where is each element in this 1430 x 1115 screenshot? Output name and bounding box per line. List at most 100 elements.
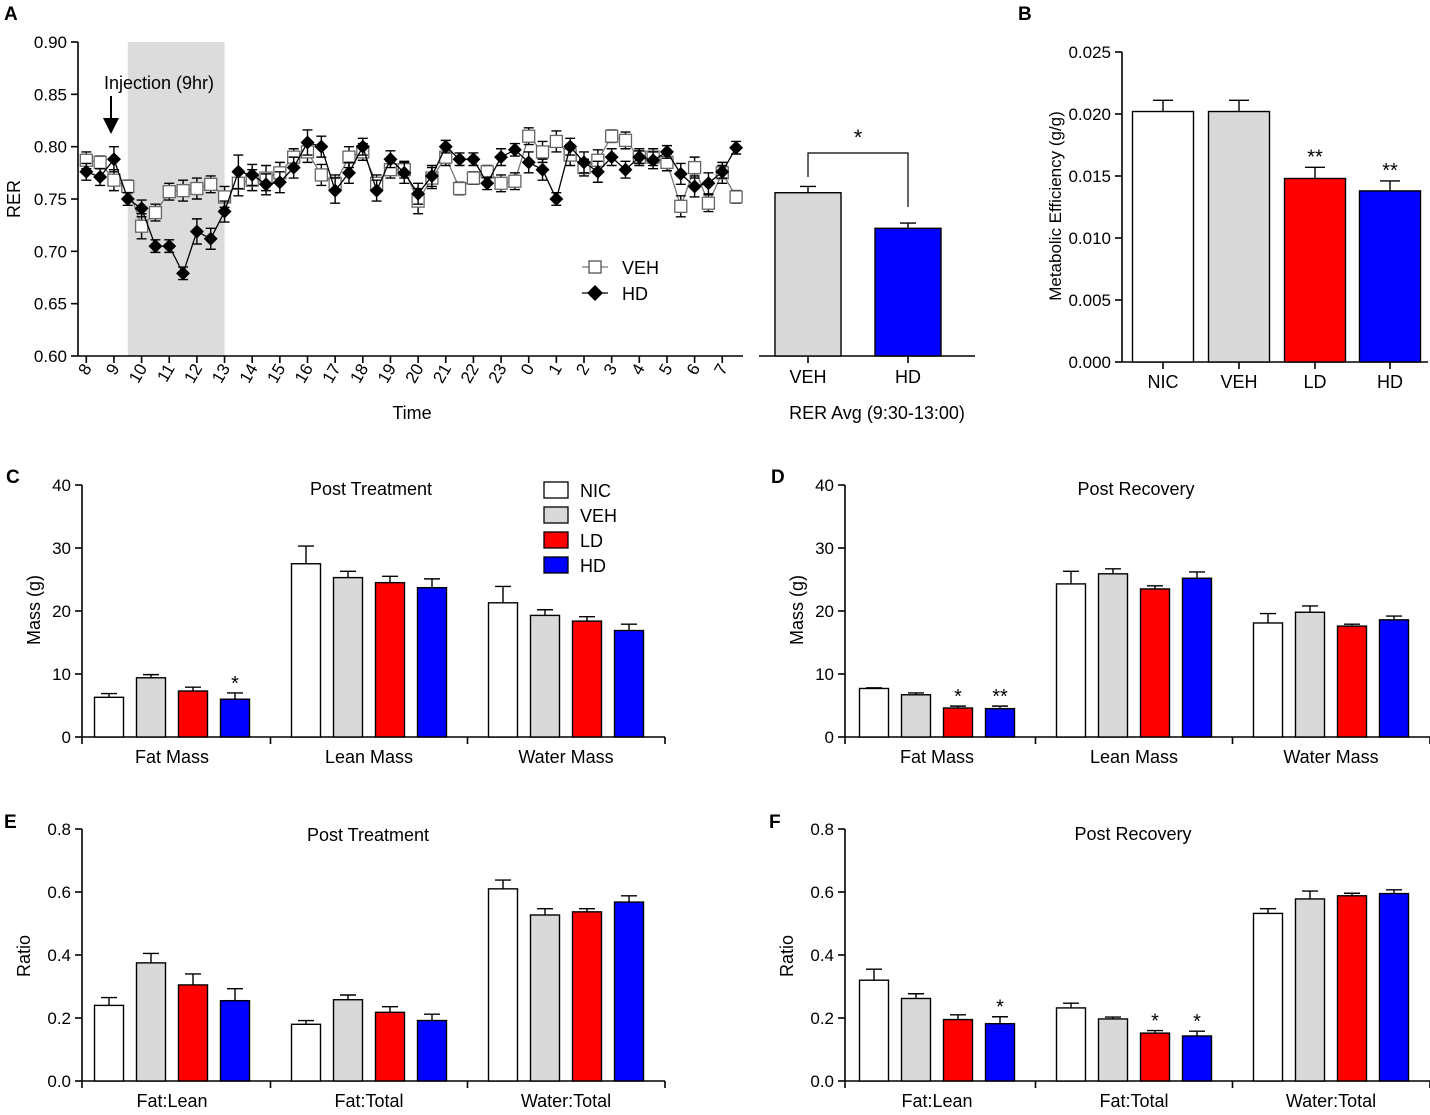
x-tick-label: 13: [208, 361, 234, 387]
y-tick-label: 0.70: [34, 242, 67, 261]
legend-label: VEH: [622, 258, 659, 278]
x-tick-label: 1: [545, 361, 566, 379]
data-point-hd: [535, 162, 550, 177]
bar-veh: [529, 914, 561, 1082]
bar-ld: [571, 620, 603, 738]
error-bar: [1302, 890, 1318, 899]
error-bar: [495, 879, 511, 889]
data-point-hd: [300, 135, 315, 150]
data-point-hd: [729, 140, 744, 155]
error-bar: [1305, 166, 1325, 179]
data-point-hd: [411, 186, 426, 201]
data-point-hd: [134, 201, 149, 216]
chart-title: Post Recovery: [1077, 479, 1194, 499]
y-tick-label: 40: [52, 476, 71, 495]
data-point-hd: [272, 175, 287, 190]
bar-veh: [135, 677, 167, 738]
y-tick-label: 0.015: [1068, 167, 1111, 186]
x-tick-label: LD: [1303, 372, 1326, 392]
x-tick-label: 14: [236, 361, 262, 387]
y-tick-label: 0.80: [34, 138, 67, 157]
bar-nic: [1252, 912, 1284, 1082]
open-square-icon: [588, 260, 602, 274]
error-bar: [143, 673, 159, 678]
legend: NIC VEH LD HD: [543, 481, 617, 576]
data-point-veh: [190, 181, 204, 196]
error-bar: [1386, 889, 1402, 894]
y-tick-label: 0.65: [34, 295, 67, 314]
y-tick-label: 0.60: [34, 347, 67, 366]
bar-hd: [874, 227, 942, 357]
data-point-veh: [93, 155, 107, 170]
significance-star: **: [1382, 160, 1398, 182]
x-tick-label: Water:Total: [1286, 1091, 1376, 1111]
x-tick-label: 18: [346, 361, 372, 387]
data-point-hd: [286, 160, 301, 175]
error-bar: [1380, 180, 1400, 191]
legend-swatch: [543, 556, 569, 574]
x-tick-label: 15: [263, 361, 289, 387]
error-bar: [227, 692, 243, 700]
y-tick-label: 0.85: [34, 85, 67, 104]
legend-swatch: [543, 481, 569, 499]
data-point-hd: [480, 176, 495, 191]
error-bar: [143, 952, 159, 963]
significance-star: *: [996, 997, 1004, 1019]
error-bar: [185, 973, 201, 985]
error-bar: [298, 1019, 314, 1025]
data-point-hd: [673, 166, 688, 181]
panel-label-d: D: [771, 467, 785, 488]
data-point-hd: [507, 142, 522, 157]
rer-average-axis-label: RER Avg (9:30-13:00): [789, 403, 965, 423]
x-tick-label: HD: [1377, 372, 1403, 392]
legend: VEH HD: [582, 258, 659, 304]
x-tick-label: 9: [102, 361, 123, 379]
error-bar: [1260, 907, 1276, 914]
bar-veh: [529, 614, 561, 738]
legend-label: VEH: [580, 506, 617, 526]
x-tick-label: HD: [895, 367, 921, 387]
data-point-hd: [217, 204, 232, 219]
legend-swatch: [543, 506, 569, 524]
bar-ld: [1336, 895, 1368, 1082]
x-tick-label: 8: [75, 361, 96, 379]
bar-veh: [774, 192, 842, 357]
data-point-veh: [107, 173, 121, 187]
panel-f-post-recovery-ratio: Post Recovery Ratio 0.0 0.2 0.4 0.6 0.8 Fat:L…: [777, 820, 1430, 1111]
significance-star: *: [954, 686, 962, 708]
x-tick-label: 11: [153, 361, 178, 386]
data-point-veh: [674, 199, 688, 213]
data-point-hd: [701, 176, 716, 191]
data-point-hd: [563, 139, 578, 154]
data-point-hd: [466, 152, 481, 167]
data-point-veh: [729, 190, 743, 204]
error-bar: [1344, 892, 1360, 896]
error-bar: [908, 692, 924, 695]
y-tick-label: 20: [815, 602, 834, 621]
error-bar: [424, 1013, 440, 1021]
data-point-hd: [189, 224, 204, 239]
bar-ld: [1139, 1032, 1171, 1082]
error-bar: [1302, 605, 1318, 613]
bar-ld: [374, 581, 406, 738]
x-tick-label: Fat Mass: [135, 747, 209, 767]
data-point-hd: [328, 183, 343, 198]
bar-ld: [942, 707, 974, 738]
error-bar: [340, 570, 356, 578]
bar-nic: [290, 563, 322, 738]
error-bar: [495, 585, 511, 603]
data-point-hd: [494, 150, 509, 165]
error-bar: [1189, 1030, 1205, 1036]
x-tick-label: 4: [628, 361, 649, 379]
error-bar: [992, 1016, 1008, 1024]
x-tick-label: Water:Total: [521, 1091, 611, 1111]
error-bar: [1105, 568, 1121, 574]
significance-star: *: [854, 125, 863, 150]
data-point-hd: [383, 152, 398, 167]
error-bar: [908, 993, 924, 999]
x-tick-label: VEH: [1220, 372, 1257, 392]
error-bar: [537, 609, 553, 616]
data-point-veh: [134, 219, 149, 233]
data-point-hd: [79, 164, 94, 179]
bar-hd: [1358, 190, 1422, 363]
